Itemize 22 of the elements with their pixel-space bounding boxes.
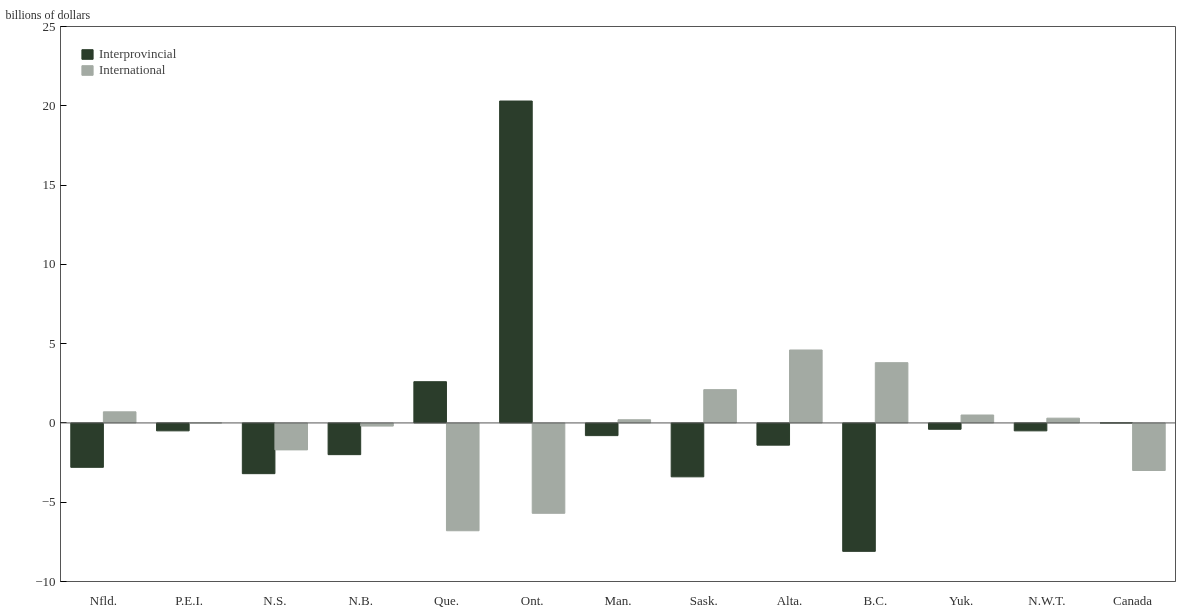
x-tick-label: Man. [604, 592, 632, 608]
y-tick-label: 15 [42, 177, 56, 193]
y-tick-label: 20 [42, 97, 56, 113]
x-tick-label: N.W.T. [1028, 592, 1066, 608]
x-tick-label: Yuk. [948, 592, 974, 608]
x-tick-label: Ont. [520, 592, 544, 608]
x-tick-label: Que. [434, 592, 459, 608]
x-tick-label: Nfld. [89, 592, 117, 608]
x-tick-label: N.S. [263, 592, 287, 608]
x-tick-label: P.E.I. [175, 592, 204, 608]
x-tick-label: B.C. [863, 592, 888, 608]
x-tick-label: Canada [1113, 592, 1153, 608]
x-tick-label: N.B. [348, 592, 373, 608]
y-tick-label: −5 [41, 494, 56, 510]
legend-label: Interprovincial [99, 46, 177, 62]
y-tick-label: 5 [49, 335, 56, 351]
x-tick-label: Alta. [776, 592, 803, 608]
x-tick-label: Sask. [689, 592, 718, 608]
y-tick-label: 10 [42, 256, 56, 272]
y-tick-label: 0 [49, 414, 56, 430]
y-tick-label: −10 [35, 573, 56, 589]
legend-label: International [99, 62, 166, 78]
